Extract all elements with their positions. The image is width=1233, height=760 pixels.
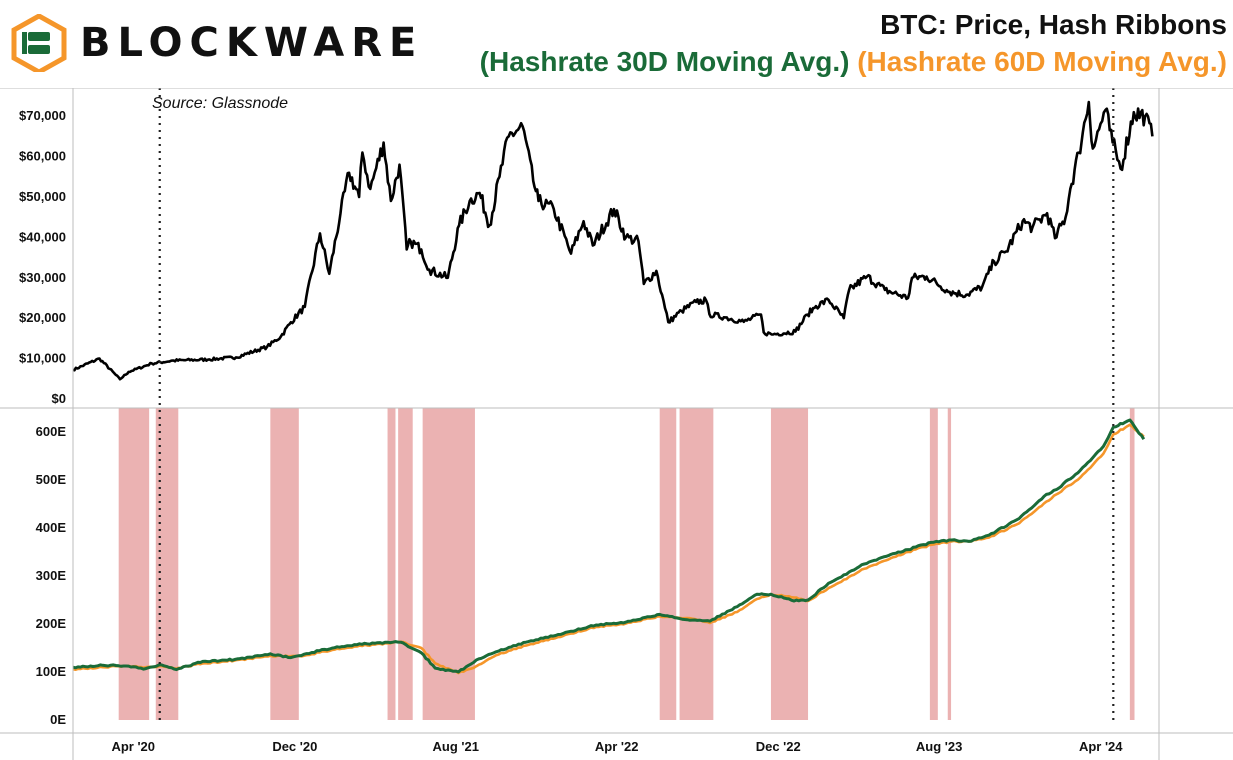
price-ytick-label: $60,000 xyxy=(19,149,66,164)
capitulation-band xyxy=(659,408,677,720)
x-tick-label: Apr '20 xyxy=(111,739,155,754)
hashrate-panel: 0E 100E 200E 300E 400E 500E 600E Apr '20 Dec '20… xyxy=(36,88,1146,754)
chart-frame xyxy=(0,88,1233,760)
x-tick-label: Dec '20 xyxy=(272,739,317,754)
capitulation-band xyxy=(1129,408,1135,720)
chart-title: BTC: Price, Hash Ribbons xyxy=(880,9,1227,40)
capitulation-band xyxy=(929,408,938,720)
brand-wordmark: BLOCKWARE xyxy=(80,20,424,66)
hash-ytick-label: 100E xyxy=(36,664,67,679)
capitulation-band xyxy=(118,408,150,720)
hash-ytick-label: 0E xyxy=(50,712,66,727)
capitulation-band xyxy=(387,408,396,720)
x-tick-label: Apr '22 xyxy=(595,739,639,754)
price-ytick-label: $50,000 xyxy=(19,189,66,204)
chart-subtitle: (Hashrate 30D Moving Avg.) (Hashrate 60D… xyxy=(480,44,1227,80)
legend-ma60: (Hashrate 60D Moving Avg.) xyxy=(857,46,1227,77)
blockware-logo-icon xyxy=(11,14,67,72)
capitulation-band xyxy=(770,408,809,720)
hash-ytick-label: 500E xyxy=(36,472,67,487)
capitulation-band xyxy=(398,408,413,720)
price-ytick-label: $20,000 xyxy=(19,310,66,325)
capitulation-band xyxy=(270,408,299,720)
price-panel: $0 $10,000 $20,000 $30,000 $40,000 $50,000 $60… xyxy=(19,95,1154,406)
source-annotation: Source: Glassnode xyxy=(152,95,288,112)
capitulation-band xyxy=(422,408,475,720)
hashrate-30d-line xyxy=(72,418,1146,674)
price-ytick-label: $30,000 xyxy=(19,270,66,285)
hash-ytick-label: 400E xyxy=(36,520,67,535)
price-ytick-label: $40,000 xyxy=(19,229,66,244)
price-line xyxy=(72,100,1154,381)
x-tick-label: Dec '22 xyxy=(756,739,801,754)
header: BLOCKWARE BTC: Price, Hash Ribbons (Hash… xyxy=(0,0,1233,88)
hashrate-60d-line xyxy=(72,423,1145,675)
hash-ytick-label: 200E xyxy=(36,616,67,631)
price-ytick-label: $0 xyxy=(52,391,66,406)
capitulation-band xyxy=(679,408,714,720)
capitulation-band xyxy=(155,408,179,720)
hash-ytick-label: 600E xyxy=(36,424,67,439)
title-block: BTC: Price, Hash Ribbons (Hashrate 30D M… xyxy=(480,6,1227,80)
x-tick-label: Aug '23 xyxy=(916,739,962,754)
legend-ma30: (Hashrate 30D Moving Avg.) xyxy=(479,46,850,77)
chart-canvas: $0 $10,000 $20,000 $30,000 $40,000 $50,000 $60… xyxy=(0,88,1233,760)
price-ytick-label: $70,000 xyxy=(19,108,66,123)
x-tick-label: Aug '21 xyxy=(433,739,479,754)
x-tick-label: Apr '24 xyxy=(1079,739,1123,754)
price-ytick-label: $10,000 xyxy=(19,351,66,366)
capitulation-band xyxy=(947,408,952,720)
hash-ytick-label: 300E xyxy=(36,568,67,583)
